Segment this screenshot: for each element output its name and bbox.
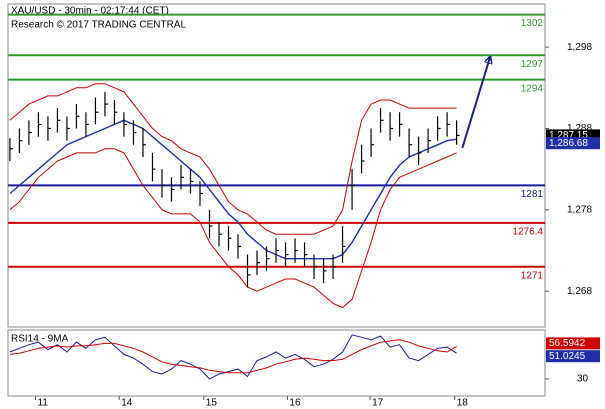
level-label: 1302 <box>521 18 544 29</box>
x-tick-label: 11 <box>38 398 49 409</box>
rsi-line <box>9 334 457 380</box>
y-tick-label: 1,278 <box>567 204 592 215</box>
x-tick-label: 16 <box>289 398 301 409</box>
rsi-label-box <box>546 337 600 350</box>
rsi-panel <box>7 329 546 397</box>
x-tick-label: 14 <box>121 398 133 409</box>
level-label: 1276.4 <box>512 226 543 237</box>
rsi-line <box>9 339 457 374</box>
level-label: 1294 <box>521 83 544 94</box>
rsi-title: RSI14 - 9MA <box>11 334 69 345</box>
price-label: 1,287.15 <box>549 130 588 141</box>
chart-subtitle: Research © 2017 TRADING CENTRAL <box>11 20 186 31</box>
x-tick-label: 15 <box>206 398 218 409</box>
level-label: 1281 <box>521 189 544 200</box>
rsi-label: 51.0245 <box>549 351 586 362</box>
rsi-tick-label: 30 <box>577 374 589 385</box>
rsi-label-box <box>546 350 600 363</box>
price-panel <box>7 3 546 328</box>
overlay-line <box>9 83 457 235</box>
overlay-line <box>9 119 457 260</box>
forecast-arrow <box>461 58 490 149</box>
overlay-line <box>9 148 457 309</box>
level-label: 1271 <box>521 270 544 281</box>
chart-title: XAU/USD - 30min - 02:17:44 (CET) <box>11 6 169 17</box>
x-tick-label: 18 <box>457 398 469 409</box>
x-tick-label: 17 <box>372 398 384 409</box>
price-label: 1,286.68 <box>549 138 588 149</box>
y-tick-label: 1,288 <box>567 123 592 134</box>
rsi-label: 56.5942 <box>549 338 586 349</box>
y-tick-label: 1,298 <box>567 42 592 53</box>
price-label-box <box>546 137 600 150</box>
y-tick-label: 1,268 <box>567 286 592 297</box>
level-label: 1297 <box>521 59 544 70</box>
